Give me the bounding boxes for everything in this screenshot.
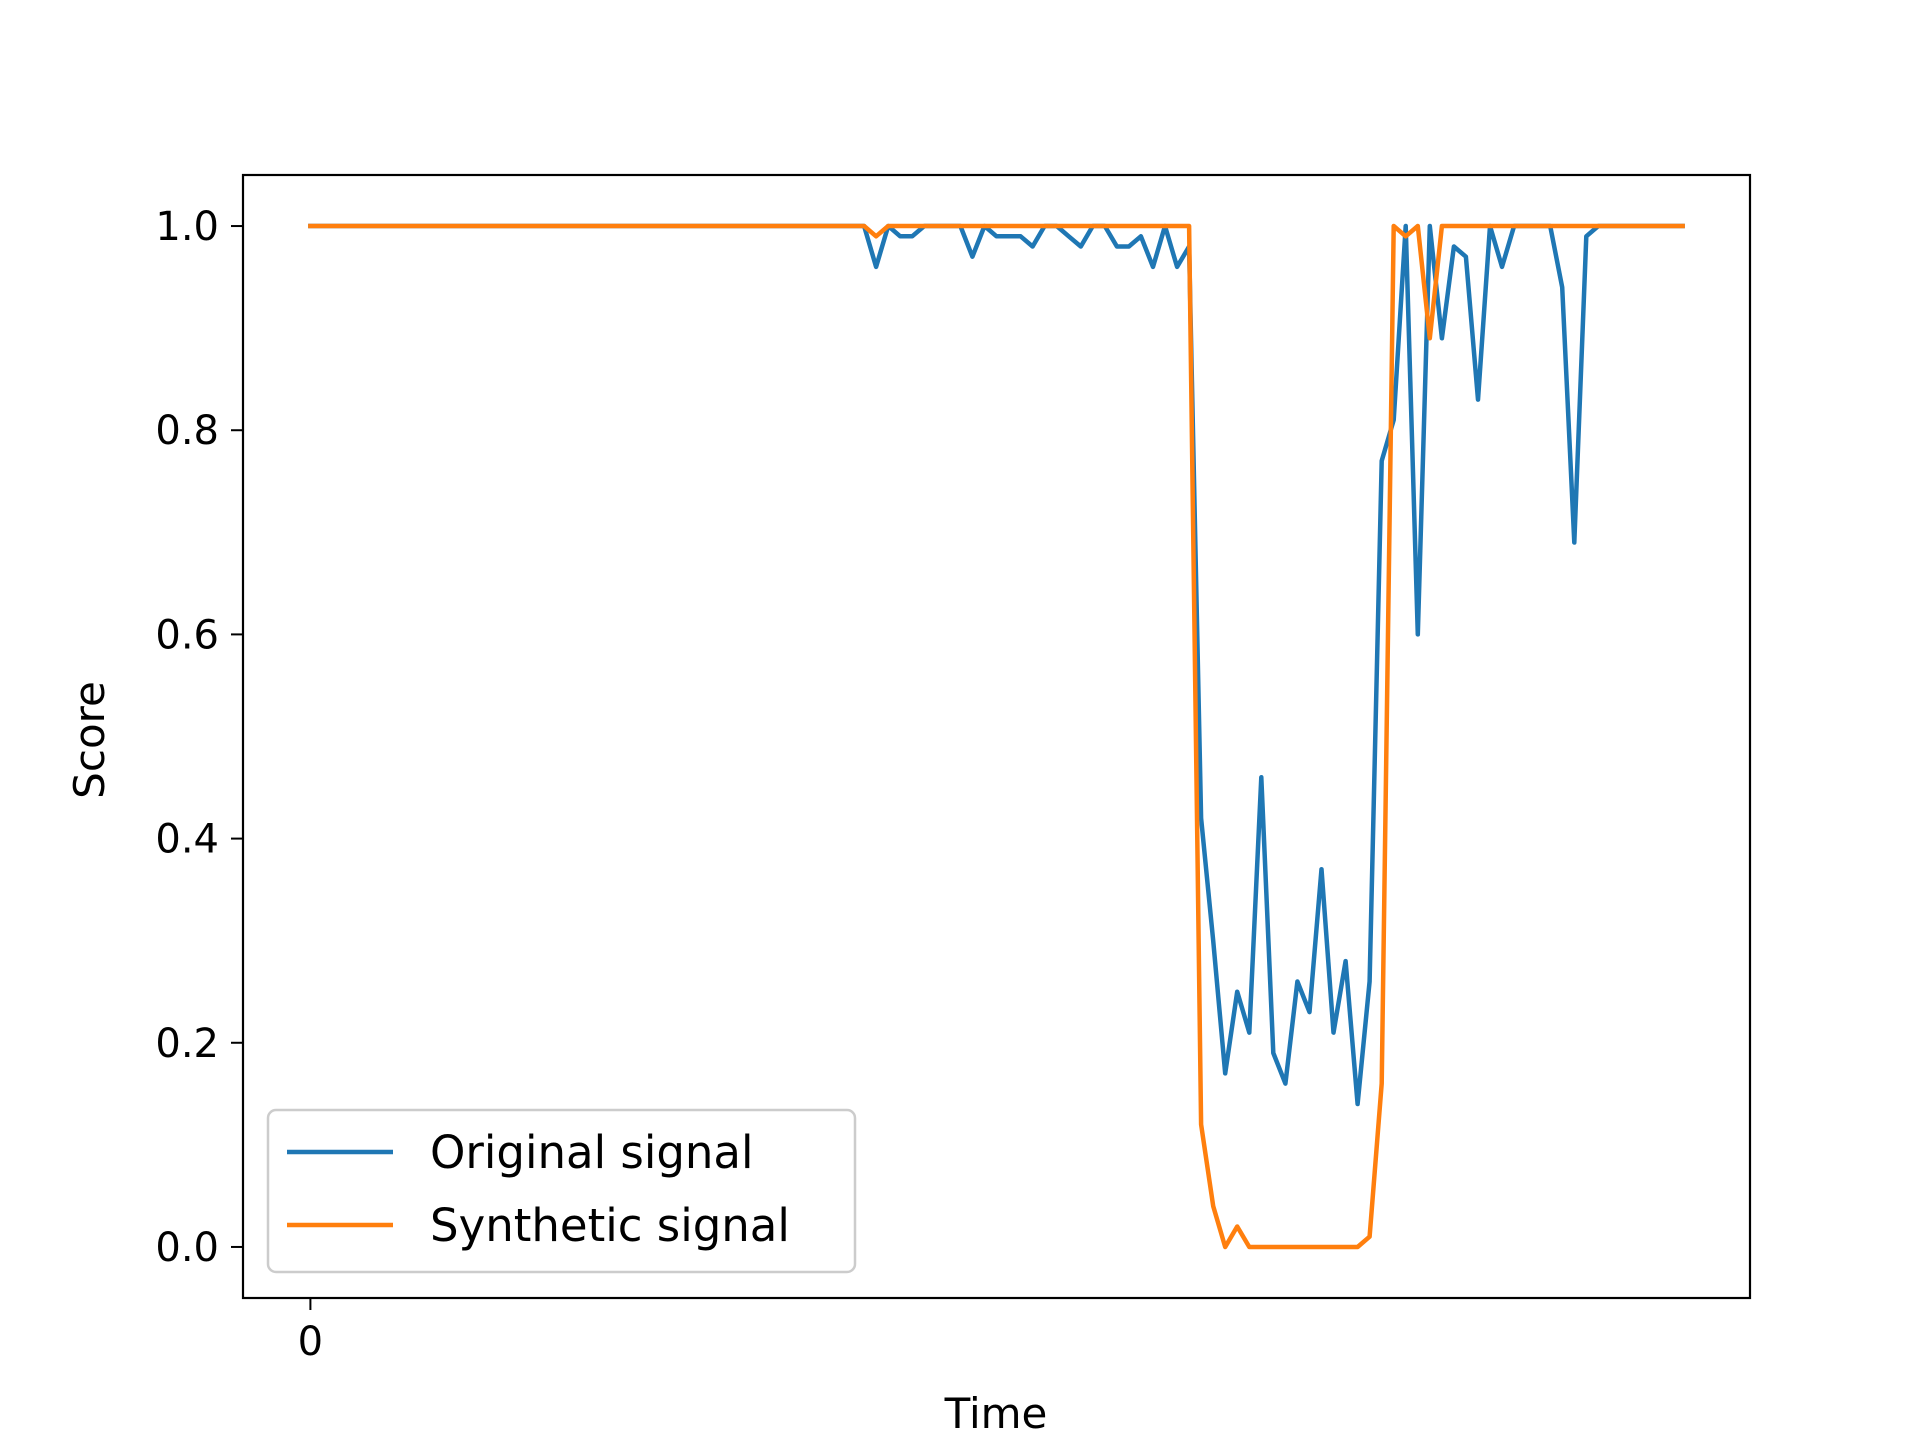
legend: Original signal Synthetic signal	[266, 1108, 857, 1274]
series-line-synthetic-signal	[308, 223, 1685, 1250]
y-tick-label: 0.8	[155, 408, 219, 454]
y-tick-label: 0.4	[155, 817, 219, 863]
x-axis-ticks: 0	[298, 1298, 323, 1365]
legend-label-synthetic-signal: Synthetic signal	[430, 1199, 790, 1252]
legend-label-original-signal: Original signal	[430, 1126, 754, 1179]
y-axis-label: Score	[65, 681, 114, 799]
x-axis-label: Time	[944, 1389, 1048, 1438]
y-axis-ticks: 0.0 0.2 0.4 0.6 0.8 1.0	[155, 204, 243, 1271]
y-tick-label: 0.0	[155, 1225, 219, 1271]
y-tick-label: 0.2	[155, 1021, 219, 1067]
y-tick-label: 0.6	[155, 612, 219, 658]
y-tick-label: 1.0	[155, 204, 219, 250]
plot-lines	[308, 223, 1685, 1250]
legend-box	[266, 1108, 857, 1274]
x-tick-label: 0	[298, 1319, 323, 1365]
plot-frame	[241, 173, 1752, 1300]
